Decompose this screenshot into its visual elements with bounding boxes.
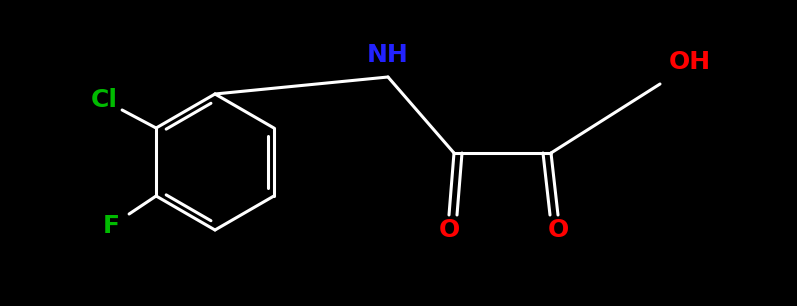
Text: OH: OH: [669, 50, 711, 74]
Text: F: F: [103, 214, 120, 238]
Text: Cl: Cl: [91, 88, 118, 112]
Text: NH: NH: [367, 43, 409, 67]
Text: O: O: [438, 218, 460, 242]
Text: O: O: [548, 218, 568, 242]
